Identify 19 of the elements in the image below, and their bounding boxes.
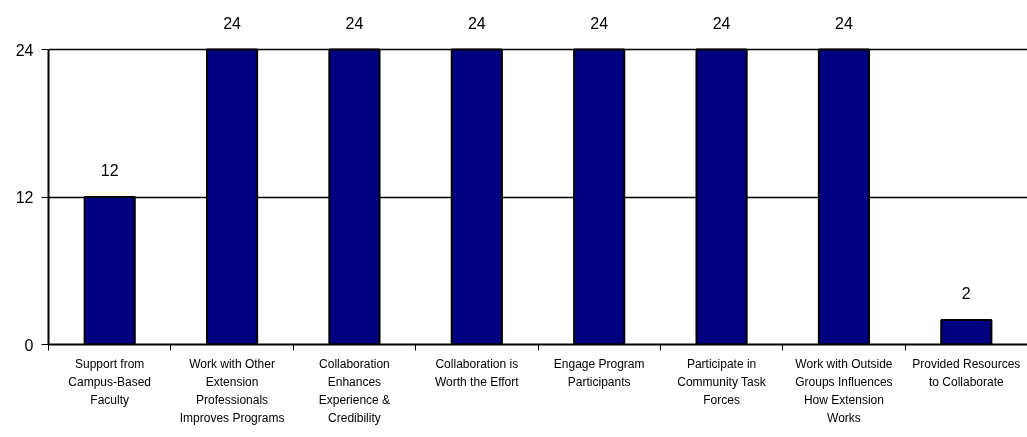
data-label: 24 [712,14,731,32]
data-label: 24 [590,14,609,32]
x-tick-label: Collaboration Enhances Experience & Credibility [318,356,391,426]
x-tick-label: Provided Resources to Collaborate [912,356,1021,389]
x-tick-label: Support from Campus-Based Faculty [68,356,152,407]
data-label: 2 [961,284,971,302]
y-tick-label: 24 [15,41,34,59]
data-label: 24 [835,14,853,32]
data-label: 24 [467,14,486,32]
x-tick-label: Collaboration is Worth the Effort [435,356,520,389]
x-tick-label: Participate in Community Task Forces [677,356,767,407]
x-tick-label: Engage Program Participants [553,356,645,389]
x-tick-label: Work with Other Extension Professionals Improves Programs [179,356,285,426]
y-tick-label: 0 [24,336,34,354]
x-tick-label: Work with Outside Groups Influences How Extension Works [795,356,893,426]
data-label: 24 [345,14,364,32]
y-tick-label: 12 [15,189,34,206]
data-label: 12 [100,162,119,179]
data-label: 24 [223,14,242,32]
